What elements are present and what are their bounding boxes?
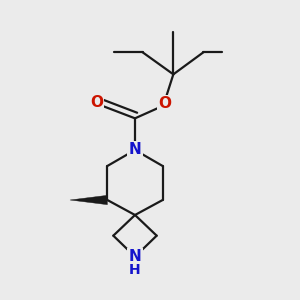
Polygon shape: [70, 195, 107, 205]
Text: N: N: [129, 249, 141, 264]
Text: O: O: [158, 97, 171, 112]
Text: O: O: [90, 95, 103, 110]
Text: N: N: [129, 142, 141, 158]
Text: H: H: [129, 263, 141, 277]
